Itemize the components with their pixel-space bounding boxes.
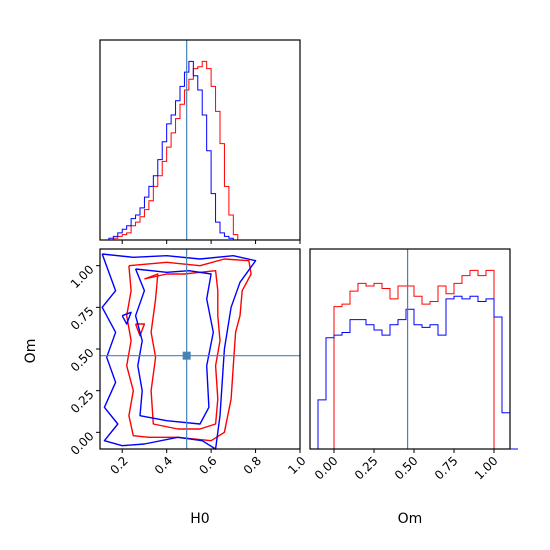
hist-om-frame [309, 248, 511, 450]
contour-line-5 [134, 268, 215, 425]
hist-h0-frame [99, 39, 301, 241]
hist-h0-panel [99, 39, 301, 244]
contour-y-tick-label: 1.00 [68, 262, 97, 291]
hist-om-ticks: 0.00 0.25 0.50 0.75 1.00 [312, 449, 501, 482]
contour-x-tick-label: 0.4 [152, 454, 175, 477]
contour-line-4 [101, 253, 257, 450]
hist-h0-series-1 [108, 60, 243, 241]
x-axis-label-h0: H0 [190, 511, 209, 527]
hist-om-x-tick-label: 0.50 [392, 454, 421, 483]
contour-line-3 [134, 323, 146, 337]
contour-y-tick-label: 0.50 [68, 346, 97, 375]
contour-x-tick-label: 0.6 [196, 454, 219, 477]
hist-h0-series-2 [108, 60, 243, 241]
hist-om-x-tick-label: 0.25 [352, 454, 381, 483]
contour-x-tick-label: 1.0 [285, 454, 308, 477]
contour-x-tick-label: 0.2 [107, 454, 130, 477]
hist-om-series-1 [333, 269, 502, 450]
contour-y-tick-label: 0.00 [68, 429, 97, 458]
hist-h0-ticks [121, 240, 301, 244]
hist-om-x-tick-label: 0.75 [432, 454, 461, 483]
contour-x-ticks: 0.2 0.4 0.6 0.8 1.0 [107, 449, 309, 477]
x-axis-label-om: Om [398, 511, 423, 527]
contour-y-tick-label: 0.25 [68, 387, 97, 416]
contour-panel: 0.2 0.4 0.6 0.8 1.0 0.00 0.25 0.50 0.75 1.00 [68, 248, 309, 477]
contour-y-ticks: 0.00 0.25 0.50 0.75 1.00 [68, 262, 100, 458]
hist-om-series-2 [310, 295, 518, 450]
contour-line-6 [121, 311, 132, 325]
hist-om-x-tick-label: 1.00 [472, 454, 501, 483]
hist-om-panel: 0.00 0.25 0.50 0.75 1.00 [309, 248, 518, 482]
hist-om-x-tick-label: 0.00 [312, 454, 341, 483]
contour-truth-marker [182, 351, 191, 360]
contour-frame [99, 248, 301, 450]
y-axis-label-om: Om [23, 339, 39, 364]
hist-h0-series [108, 60, 243, 241]
hist-om-series [310, 269, 518, 450]
contour-line-1 [125, 258, 252, 442]
contour-y-tick-label: 0.75 [68, 304, 97, 333]
contour-lines [101, 253, 257, 450]
contour-x-tick-label: 0.8 [241, 454, 264, 477]
